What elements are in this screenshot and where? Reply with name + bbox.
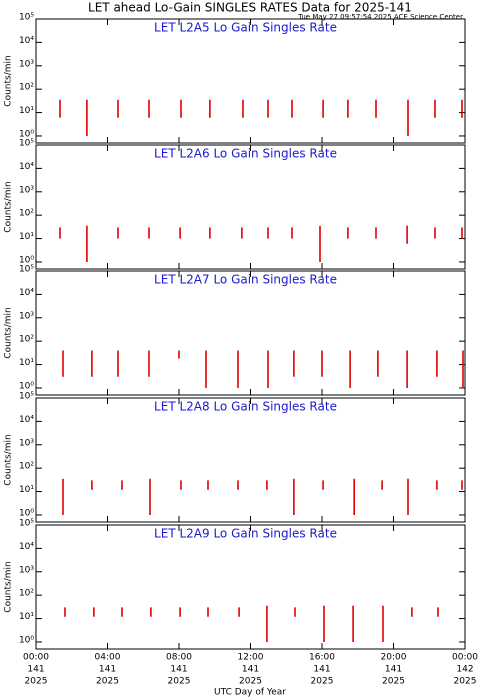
y-tick-label: 10² [19, 209, 34, 219]
y-tick-label: 10² [19, 589, 34, 599]
x-tick-day: 141 [242, 665, 259, 675]
data-line [62, 478, 463, 515]
data-line [64, 605, 439, 642]
x-tick-year: 2025 [311, 677, 334, 687]
data-line [62, 350, 464, 388]
panel-title: LET L2A9 Lo Gain Singles Rate [154, 527, 337, 541]
y-tick-label: 10³ [19, 565, 34, 575]
x-tick-year: 2025 [382, 677, 405, 687]
y-tick-label: 10³ [19, 185, 34, 195]
panel-title: LET L2A5 Lo Gain Singles Rate [154, 21, 337, 35]
y-tick-label: 10⁵ [19, 139, 34, 149]
y-tick-label: 10² [19, 335, 34, 345]
data-line [59, 225, 463, 262]
y-tick-label: 10⁵ [19, 392, 34, 402]
y-tick-label: 10⁴ [19, 415, 34, 425]
y-axis-label: Counts/min [4, 55, 14, 106]
panel-title: LET L2A6 Lo Gain Singles Rate [154, 147, 337, 161]
y-axis-label: Counts/min [4, 561, 14, 612]
y-tick-label: 10⁴ [19, 288, 34, 298]
x-tick-label: 00:00 [452, 653, 478, 663]
y-tick-label: 10³ [19, 311, 34, 321]
x-tick-day: 141 [27, 665, 44, 675]
x-tick-day: 141 [385, 665, 402, 675]
y-tick-label: 10¹ [19, 232, 34, 242]
x-tick-label: 00:00 [23, 653, 49, 663]
y-tick-label: 10¹ [19, 485, 34, 495]
y-tick-label: 10⁰ [19, 508, 34, 518]
x-tick-year: 2025 [96, 677, 119, 687]
y-tick-label: 10² [19, 462, 34, 472]
x-tick-label: 08:00 [166, 653, 192, 663]
panel-title: LET L2A7 Lo Gain Singles Rate [154, 273, 337, 287]
y-tick-label: 10³ [19, 59, 34, 69]
y-tick-label: 10⁴ [19, 542, 34, 552]
y-tick-label: 10¹ [19, 106, 34, 116]
y-tick-label: 10³ [19, 438, 34, 448]
x-tick-day: 141 [313, 665, 330, 675]
x-tick-year: 2025 [239, 677, 262, 687]
x-tick-day: 141 [99, 665, 116, 675]
x-tick-label: 12:00 [238, 653, 264, 663]
y-tick-label: 10⁰ [19, 255, 34, 265]
panel-title: LET L2A8 Lo Gain Singles Rate [154, 400, 337, 414]
y-tick-label: 10¹ [19, 612, 34, 622]
y-axis-label: Counts/min [4, 434, 14, 485]
plot-frame [35, 397, 466, 523]
plot-frame [35, 18, 466, 144]
y-tick-label: 10⁰ [19, 635, 34, 645]
y-tick-label: 10¹ [19, 358, 34, 368]
x-tick-day: 142 [456, 665, 473, 675]
plot-frame [35, 524, 466, 650]
y-tick-label: 10⁵ [19, 13, 34, 23]
y-tick-label: 10⁵ [19, 519, 34, 529]
y-axis-label: Counts/min [4, 181, 14, 232]
timestamp: Tue May 27 09:57:54 2025 ACE Science Cen… [297, 13, 463, 21]
y-tick-label: 10⁴ [19, 162, 34, 172]
y-tick-label: 10⁰ [19, 381, 34, 391]
plot-frame [35, 270, 466, 396]
y-axis-label: Counts/min [4, 307, 14, 358]
x-tick-year: 2025 [25, 677, 48, 687]
x-tick-day: 141 [170, 665, 187, 675]
x-axis-label: UTC Day of Year [214, 688, 286, 698]
plot-frame [35, 144, 466, 270]
x-tick-label: 16:00 [309, 653, 335, 663]
page-title: LET ahead Lo-Gain SINGLES RATES Data for… [88, 1, 412, 15]
y-tick-label: 10⁴ [19, 36, 34, 46]
y-tick-label: 10² [19, 83, 34, 93]
y-tick-label: 10⁰ [19, 129, 34, 139]
y-tick-label: 10⁵ [19, 265, 34, 275]
x-tick-label: 20:00 [381, 653, 407, 663]
x-tick-year: 2025 [168, 677, 191, 687]
data-line [59, 99, 463, 136]
x-tick-year: 2025 [454, 677, 477, 687]
x-tick-label: 04:00 [95, 653, 121, 663]
